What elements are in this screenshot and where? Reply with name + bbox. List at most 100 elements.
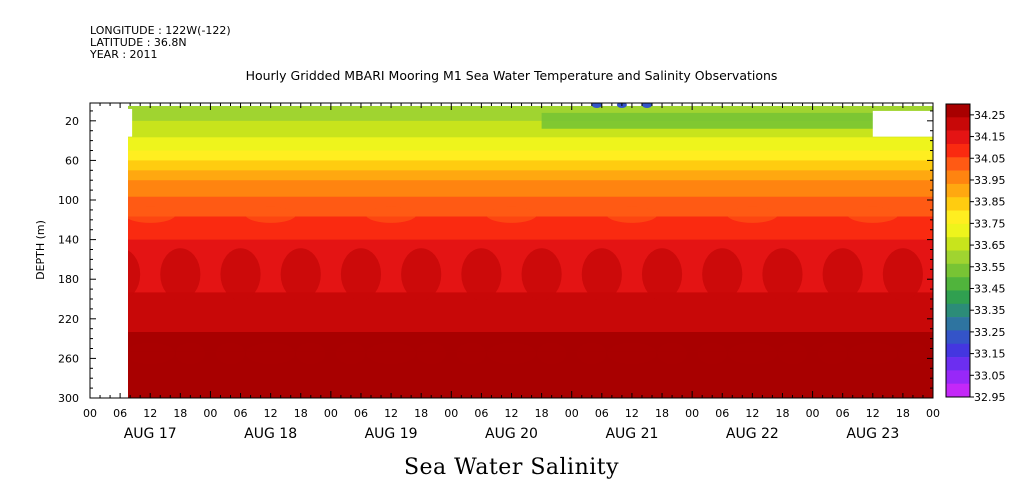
- contour-band: [128, 318, 933, 327]
- contour-band: [128, 279, 933, 287]
- colorbar-swatch: [946, 183, 970, 198]
- y-tick-label: 260: [58, 352, 79, 365]
- contour-band: [128, 153, 933, 158]
- colorbar-swatch: [946, 117, 970, 131]
- x-hour-label: 00: [926, 407, 940, 420]
- contour-band: [128, 130, 933, 135]
- colorbar-swatch: [946, 290, 970, 305]
- contour-band: [128, 299, 933, 307]
- colorbar-label: 33.45: [974, 282, 1006, 295]
- contour-band: [128, 108, 933, 112]
- x-day-label: AUG 17: [124, 426, 177, 442]
- mid-depth-feature: [401, 248, 442, 301]
- x-day-label: AUG 20: [485, 426, 538, 442]
- contour-band: [128, 173, 933, 178]
- mid-depth-feature: [280, 248, 321, 301]
- colorbar-swatch: [946, 317, 970, 331]
- x-hour-label: 18: [414, 407, 428, 420]
- mid-depth-feature: [340, 248, 382, 301]
- x-hour-label: 00: [324, 407, 338, 420]
- contour-band: [128, 203, 933, 208]
- contour-band: [128, 186, 933, 191]
- deep-salinity-max-feature: [697, 342, 728, 365]
- colorbar-swatch: [946, 104, 970, 118]
- contour-band: [128, 113, 933, 117]
- contour-band: [128, 176, 933, 181]
- contour-band: [128, 332, 933, 340]
- colorbar-frame: [945, 103, 971, 398]
- mid-depth-feature: [160, 248, 201, 301]
- y-tick-label: 220: [58, 313, 79, 326]
- contour-band: [128, 167, 933, 171]
- x-hour-label: 18: [655, 407, 669, 420]
- surface-fresh-layer: [541, 112, 933, 129]
- thermocline-feature: [727, 206, 778, 223]
- contour-band: [128, 110, 933, 114]
- longitude-text: LONGITUDE : 122W(-122): [90, 24, 231, 37]
- contour-band: [128, 239, 933, 247]
- colorbar-label: 33.55: [974, 261, 1006, 274]
- x-hour-label: 06: [836, 407, 850, 420]
- colorbar-label: 33.15: [974, 348, 1006, 361]
- surface-low-salinity-spot: [591, 103, 602, 108]
- x-hour-label: 12: [384, 407, 398, 420]
- contour-band: [128, 170, 933, 175]
- y-tick-label: 180: [58, 273, 79, 286]
- contour-band: [128, 134, 933, 138]
- contour-band: [128, 378, 933, 386]
- x-hour-label: 18: [775, 407, 789, 420]
- year-text: YEAR : 2011: [90, 48, 158, 61]
- colorbar-label: 34.25: [974, 109, 1006, 122]
- colorbar-label: 34.05: [974, 152, 1006, 165]
- variable-title: Sea Water Salinity: [403, 455, 620, 480]
- mid-depth-feature: [220, 248, 261, 301]
- contour-band: [128, 193, 933, 198]
- x-hour-label: 00: [203, 407, 217, 420]
- mid-depth-feature: [702, 248, 743, 301]
- contour-band: [128, 236, 933, 241]
- colorbar-label: 33.85: [974, 196, 1006, 209]
- y-axis-label: DEPTH (m): [34, 220, 47, 280]
- y-tick-label: 100: [58, 194, 79, 207]
- x-hour-label: 18: [535, 407, 549, 420]
- x-hour-label: 12: [625, 407, 639, 420]
- colorbar-label: 33.65: [974, 239, 1006, 252]
- colorbar-swatch: [946, 223, 970, 238]
- deep-salinity-max-feature: [897, 342, 928, 365]
- colorbar-swatch: [946, 210, 970, 225]
- contour-band: [128, 183, 933, 188]
- contour-band: [128, 196, 933, 201]
- contour-band: [128, 115, 933, 119]
- deep-salinity-max-feature: [576, 342, 607, 365]
- x-hour-label: 06: [595, 407, 609, 420]
- deep-salinity-max-feature: [456, 342, 487, 365]
- y-axis: 20 60 100 140 180 220 260 300: [58, 110, 933, 405]
- contour-band: [128, 365, 933, 373]
- colorbar-swatch: [946, 143, 970, 158]
- contour-band: [128, 229, 933, 234]
- contour-band: [128, 252, 933, 261]
- x-hour-label: 12: [505, 407, 519, 420]
- contour-band: [128, 371, 933, 379]
- y-tick-label: 20: [65, 115, 79, 128]
- contour-band: [128, 180, 933, 185]
- missing-data-areas: [90, 103, 933, 398]
- mid-depth-feature: [641, 248, 683, 301]
- deep-salinity-max-feature: [727, 342, 778, 365]
- contour-band: [128, 190, 933, 195]
- y-tick-label: 140: [58, 234, 79, 247]
- colorbar-swatch: [946, 130, 970, 145]
- colorbar-swatch: [946, 343, 970, 358]
- x-hour-label: 00: [444, 407, 458, 420]
- contour-band: [128, 272, 933, 280]
- contour-band: [128, 219, 933, 224]
- deep-salinity-max-feature: [128, 342, 176, 365]
- contour-band: [128, 246, 933, 254]
- thermocline-feature: [606, 206, 658, 223]
- colorbar-label: 33.95: [974, 174, 1006, 187]
- x-hour-label: 06: [234, 407, 248, 420]
- contour-band: [128, 163, 933, 168]
- mid-depth-feature: [581, 248, 622, 301]
- contour-band: [128, 140, 933, 145]
- x-hour-label: 06: [113, 407, 127, 420]
